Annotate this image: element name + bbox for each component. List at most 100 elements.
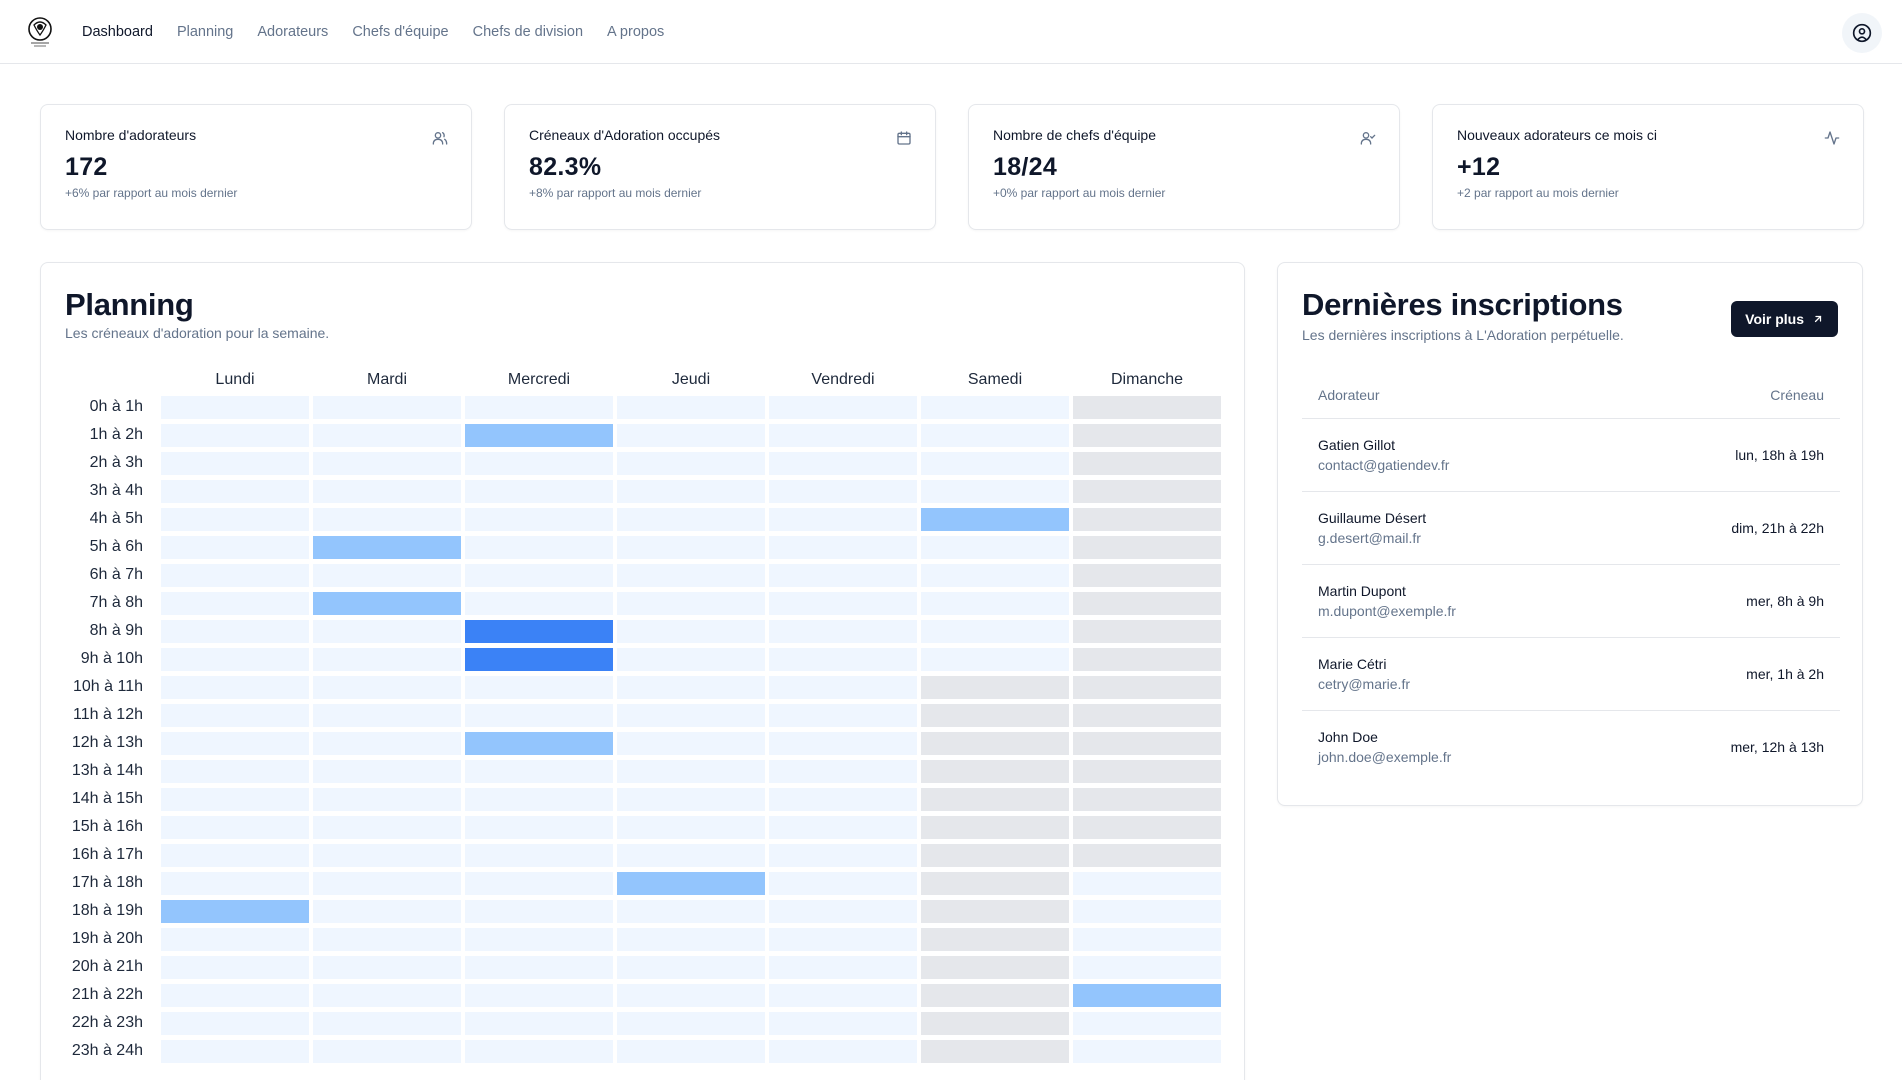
planning-slot[interactable] [313,592,461,615]
planning-slot[interactable] [769,564,917,587]
planning-slot[interactable] [921,760,1069,783]
planning-slot[interactable] [161,396,309,419]
planning-slot[interactable] [161,424,309,447]
planning-slot[interactable] [313,508,461,531]
planning-slot[interactable] [161,872,309,895]
planning-slot[interactable] [161,704,309,727]
planning-slot[interactable] [617,1012,765,1035]
planning-slot[interactable] [161,732,309,755]
planning-slot[interactable] [161,760,309,783]
planning-slot[interactable] [617,732,765,755]
planning-slot[interactable] [617,396,765,419]
planning-slot[interactable] [617,872,765,895]
planning-slot[interactable] [161,956,309,979]
planning-slot[interactable] [1073,732,1221,755]
planning-slot[interactable] [1073,844,1221,867]
planning-slot[interactable] [769,704,917,727]
nav-adorateurs[interactable]: Adorateurs [257,23,329,40]
planning-slot[interactable] [313,732,461,755]
planning-slot[interactable] [921,984,1069,1007]
planning-slot[interactable] [161,984,309,1007]
planning-slot[interactable] [1073,704,1221,727]
planning-slot[interactable] [769,536,917,559]
planning-slot[interactable] [1073,900,1221,923]
planning-slot[interactable] [161,536,309,559]
planning-slot[interactable] [617,648,765,671]
planning-slot[interactable] [617,592,765,615]
planning-slot[interactable] [1073,788,1221,811]
nav-planning[interactable]: Planning [176,23,234,40]
planning-slot[interactable] [161,844,309,867]
planning-slot[interactable] [465,1012,613,1035]
planning-slot[interactable] [465,956,613,979]
planning-slot[interactable] [313,1012,461,1035]
planning-slot[interactable] [465,452,613,475]
planning-slot[interactable] [617,676,765,699]
planning-slot[interactable] [1073,676,1221,699]
planning-slot[interactable] [465,676,613,699]
planning-slot[interactable] [1073,872,1221,895]
planning-slot[interactable] [1073,592,1221,615]
table-row[interactable]: Marie Cétri cetry@marie.fr mer, 1h à 2h [1302,638,1840,711]
planning-slot[interactable] [465,788,613,811]
planning-slot[interactable] [465,396,613,419]
voir-plus-button[interactable]: Voir plus [1731,301,1838,337]
planning-slot[interactable] [921,424,1069,447]
planning-slot[interactable] [161,676,309,699]
planning-slot[interactable] [465,900,613,923]
planning-slot[interactable] [769,844,917,867]
planning-slot[interactable] [1073,956,1221,979]
planning-slot[interactable] [313,900,461,923]
planning-slot[interactable] [769,480,917,503]
planning-slot[interactable] [465,424,613,447]
planning-slot[interactable] [617,900,765,923]
planning-slot[interactable] [465,648,613,671]
planning-slot[interactable] [1073,928,1221,951]
planning-slot[interactable] [465,760,613,783]
planning-slot[interactable] [313,1040,461,1063]
planning-slot[interactable] [1073,424,1221,447]
nav-chefs-division[interactable]: Chefs de division [472,23,584,40]
planning-slot[interactable] [313,984,461,1007]
planning-slot[interactable] [1073,508,1221,531]
planning-slot[interactable] [921,788,1069,811]
logo[interactable] [24,14,56,50]
planning-slot[interactable] [617,564,765,587]
planning-slot[interactable] [161,900,309,923]
planning-slot[interactable] [921,956,1069,979]
planning-slot[interactable] [313,676,461,699]
planning-slot[interactable] [313,452,461,475]
planning-slot[interactable] [617,704,765,727]
planning-slot[interactable] [161,620,309,643]
planning-slot[interactable] [617,424,765,447]
planning-slot[interactable] [313,704,461,727]
planning-slot[interactable] [921,1040,1069,1063]
planning-slot[interactable] [1073,984,1221,1007]
planning-slot[interactable] [617,536,765,559]
planning-slot[interactable] [617,956,765,979]
planning-slot[interactable] [921,732,1069,755]
planning-slot[interactable] [465,816,613,839]
planning-slot[interactable] [465,872,613,895]
planning-slot[interactable] [921,928,1069,951]
planning-slot[interactable] [465,732,613,755]
planning-slot[interactable] [921,816,1069,839]
planning-slot[interactable] [161,788,309,811]
planning-slot[interactable] [769,1012,917,1035]
planning-slot[interactable] [1073,648,1221,671]
planning-slot[interactable] [921,508,1069,531]
planning-slot[interactable] [921,1012,1069,1035]
planning-slot[interactable] [313,648,461,671]
planning-slot[interactable] [465,704,613,727]
planning-slot[interactable] [465,592,613,615]
planning-slot[interactable] [161,452,309,475]
planning-slot[interactable] [1073,452,1221,475]
planning-slot[interactable] [769,732,917,755]
planning-slot[interactable] [313,928,461,951]
planning-slot[interactable] [769,956,917,979]
planning-slot[interactable] [769,872,917,895]
planning-slot[interactable] [313,480,461,503]
planning-slot[interactable] [617,480,765,503]
nav-chefs-equipe[interactable]: Chefs d'équipe [352,23,449,40]
planning-slot[interactable] [769,788,917,811]
